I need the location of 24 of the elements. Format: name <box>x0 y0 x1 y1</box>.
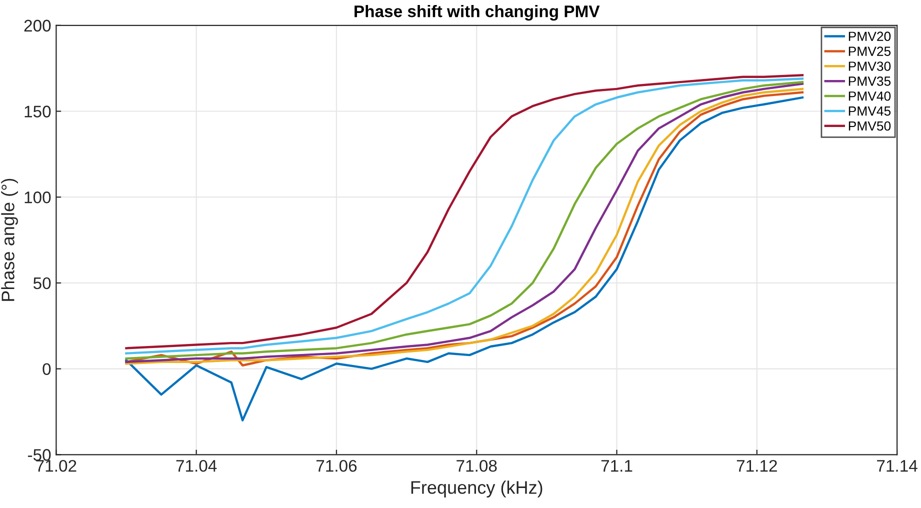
y-tick-label: 200 <box>24 20 51 32</box>
x-tick-label: 71.04 <box>176 460 217 472</box>
legend-label: PMV45 <box>848 106 891 116</box>
legend-label: PMV25 <box>848 46 891 56</box>
x-tick-label: 71.02 <box>36 460 76 472</box>
y-tick-label: 50 <box>33 277 51 290</box>
y-tick-label: 0 <box>42 363 51 376</box>
x-tick-label: 71.06 <box>316 460 357 472</box>
legend-label: PMV35 <box>848 76 891 86</box>
y-tick-label: -50 <box>28 449 51 461</box>
legend-label: PMV40 <box>848 91 891 101</box>
legend-label: PMV50 <box>848 121 891 131</box>
x-axis-title: Frequency (kHz) <box>411 480 542 498</box>
legend-label: PMV30 <box>848 62 891 71</box>
y-axis-title: Phase angle (°) <box>1 178 18 301</box>
x-tick-label: 71.14 <box>877 460 918 472</box>
x-tick-label: 71.1 <box>601 460 632 472</box>
legend-label: PMV20 <box>848 32 891 42</box>
x-tick-label: 71.12 <box>736 460 777 472</box>
chart-title: Phase shift with changing PMV <box>354 4 600 21</box>
x-tick-label: 71.08 <box>456 460 497 472</box>
y-tick-label: 150 <box>24 106 51 118</box>
y-tick-label: 100 <box>24 192 51 204</box>
line-series <box>125 96 804 422</box>
